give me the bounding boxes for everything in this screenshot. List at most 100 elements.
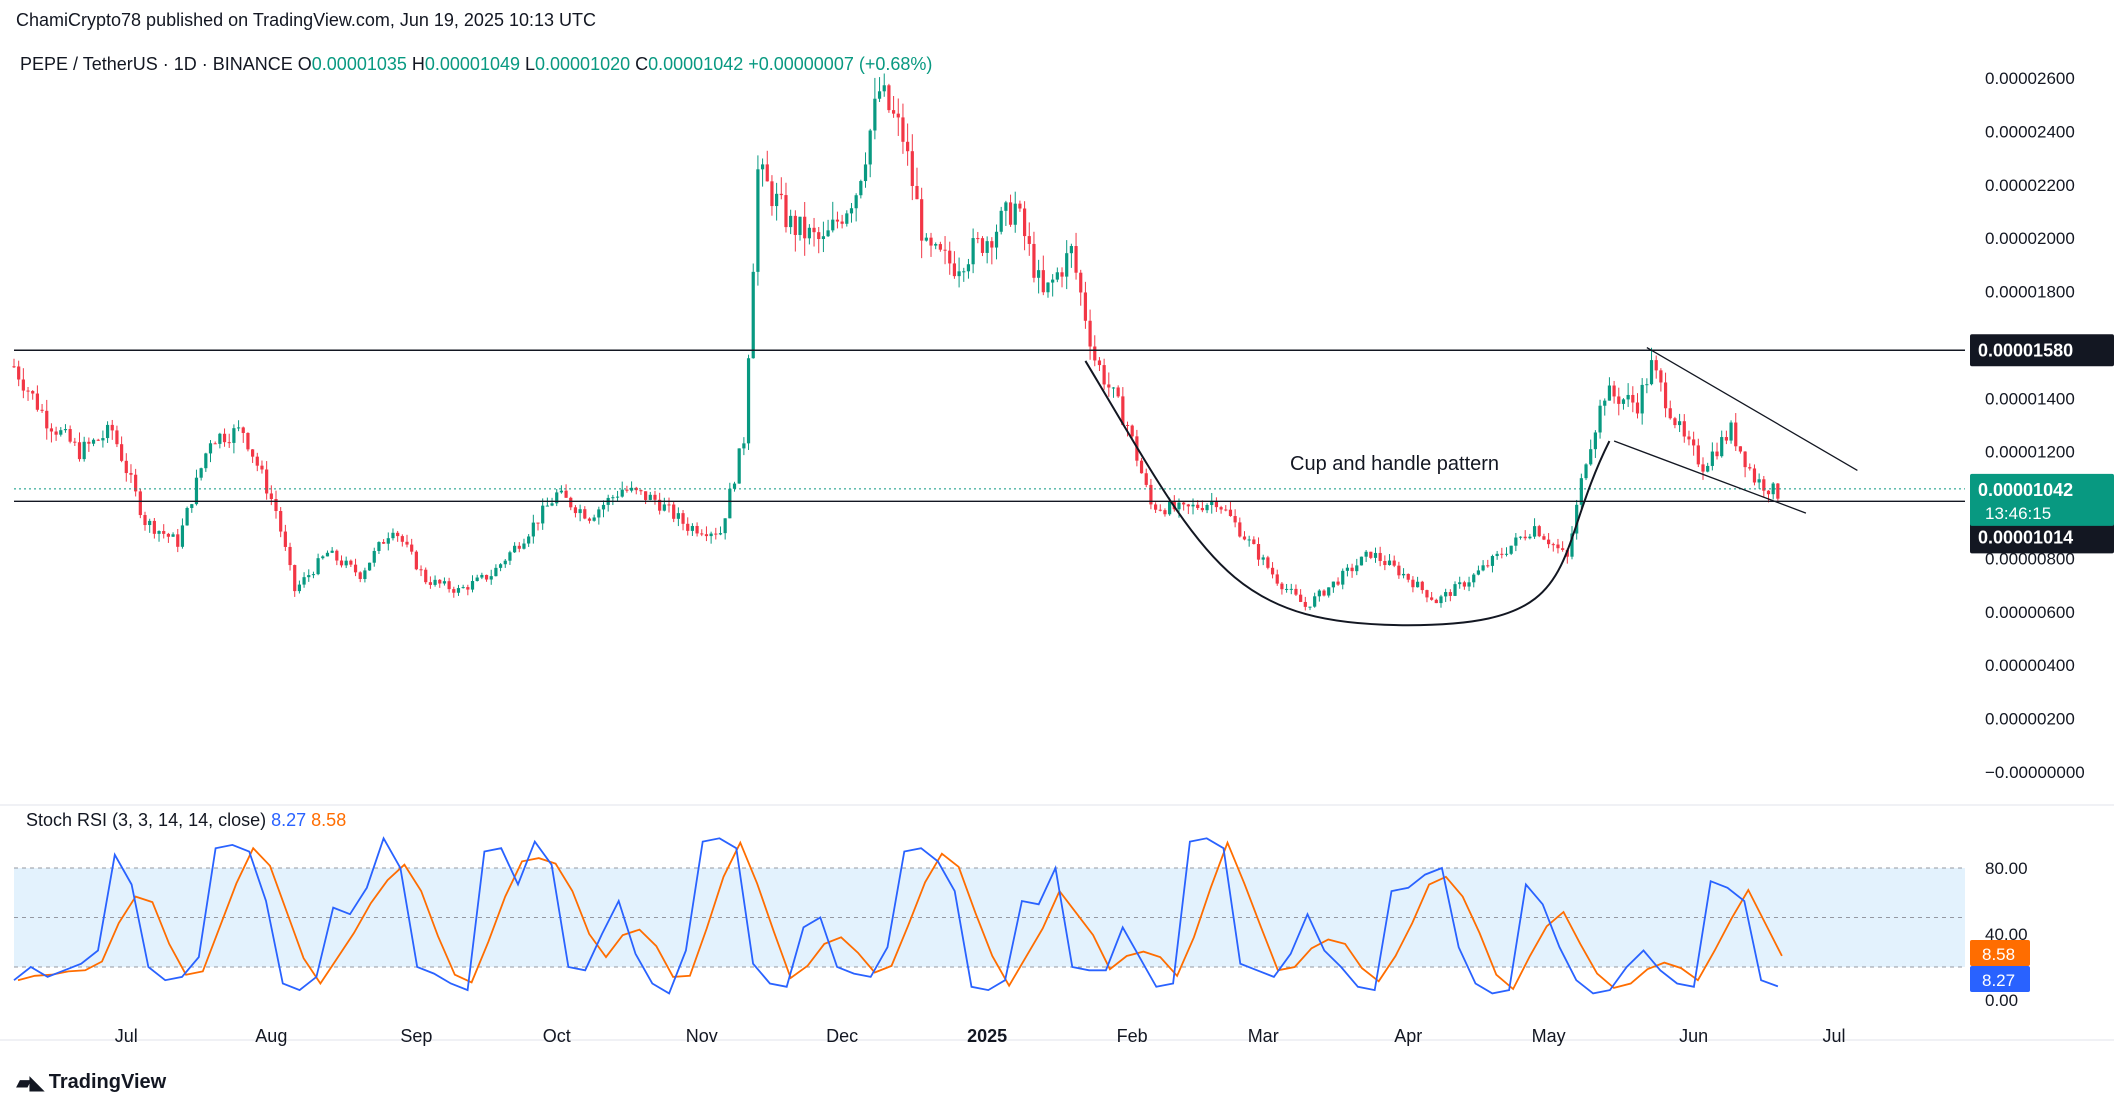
candle-up — [1626, 394, 1630, 400]
candle-down — [1701, 464, 1705, 472]
candle-up — [1177, 502, 1181, 510]
candle-down — [695, 525, 699, 534]
handle-upper-trendline — [1646, 347, 1858, 471]
candle-down — [1430, 597, 1434, 600]
candle-up — [498, 564, 503, 568]
candle-down — [68, 429, 72, 442]
candle-up — [297, 584, 301, 592]
candle-up — [1313, 596, 1317, 607]
candle-up — [611, 497, 615, 499]
candle-down — [1383, 560, 1387, 566]
candle-up — [330, 550, 334, 553]
candle-down — [31, 391, 35, 394]
candle-down — [40, 409, 44, 411]
candle-up — [1490, 556, 1495, 566]
countdown-tag: 13:46:15 — [1985, 504, 2051, 523]
candle-down — [12, 366, 16, 368]
time-tick-label: May — [1532, 1026, 1566, 1046]
candle-up — [208, 443, 213, 454]
candle-down — [1219, 507, 1223, 510]
candle-down — [1411, 579, 1415, 588]
candle-up — [105, 424, 110, 439]
candle-up — [157, 531, 161, 534]
candle-down — [1083, 292, 1088, 321]
candle-down — [1022, 208, 1027, 237]
candlestick-series — [12, 73, 1780, 611]
candle-up — [728, 488, 732, 519]
c-label: C — [635, 54, 648, 74]
tradingview-logo[interactable]: ▰◣ TradingView — [16, 1070, 166, 1095]
candle-down — [1378, 552, 1382, 561]
candle-down — [938, 244, 942, 250]
candle-up — [1373, 552, 1378, 558]
candle-down — [1303, 601, 1307, 607]
candle-down — [358, 572, 362, 579]
candle-up — [1004, 202, 1008, 211]
candle-up — [1645, 384, 1649, 386]
candle-down — [644, 491, 648, 500]
candle-up — [1570, 533, 1574, 557]
candle-up — [709, 533, 713, 537]
candle-down — [653, 494, 657, 500]
candle-up — [831, 219, 835, 231]
candle-down — [1214, 501, 1219, 508]
rsi-d-tag: 8.58 — [1982, 945, 2015, 964]
candle-up — [737, 448, 741, 484]
candle-down — [1008, 202, 1013, 225]
candle-down — [1462, 582, 1466, 587]
candle-down — [1448, 592, 1452, 596]
candle-down — [835, 219, 840, 222]
candle-down — [1406, 573, 1410, 580]
candle-down — [564, 490, 568, 498]
candle-up — [456, 588, 461, 593]
candle-down — [1762, 479, 1766, 491]
candle-down — [1715, 451, 1719, 457]
candle-up — [367, 562, 372, 571]
candle-down — [1734, 422, 1738, 447]
candle-up — [480, 574, 484, 578]
candle-down — [915, 185, 919, 200]
candle-up — [1584, 464, 1588, 479]
candle-down — [765, 164, 769, 182]
candle-up — [966, 264, 971, 272]
candle-down — [1144, 473, 1148, 485]
rsi-k-line — [13, 836, 1779, 995]
candle-up — [101, 438, 105, 441]
candle-up — [597, 509, 601, 518]
candle-up — [180, 525, 185, 547]
candle-down — [1130, 425, 1134, 437]
candle-down — [1659, 370, 1663, 383]
candle-up — [1359, 556, 1364, 566]
candle-up — [190, 504, 194, 508]
candle-up — [232, 428, 236, 443]
candle-up — [1444, 592, 1448, 597]
candle-down — [714, 533, 718, 535]
candle-down — [396, 532, 400, 537]
candle-up — [541, 505, 545, 524]
candle-up — [578, 509, 582, 514]
candle-up — [386, 538, 390, 544]
candle-up — [877, 91, 882, 99]
rsi-title: Stoch RSI (3, 3, 14, 14, close) — [26, 810, 271, 830]
candle-up — [442, 581, 447, 584]
candle-down — [625, 489, 629, 491]
candle-down — [251, 449, 255, 457]
candle-down — [1280, 583, 1284, 590]
candle-up — [527, 536, 531, 544]
candle-down — [1102, 365, 1106, 385]
candle-down — [1392, 560, 1396, 566]
candle-down — [21, 379, 25, 391]
candle-down — [143, 515, 147, 526]
candle-up — [550, 503, 554, 506]
candle-down — [1116, 387, 1120, 397]
candle-up — [307, 575, 311, 578]
time-tick-label: Mar — [1248, 1026, 1279, 1046]
candle-down — [1486, 565, 1490, 567]
candle-up — [845, 213, 849, 224]
candle-down — [166, 533, 170, 537]
candle-down — [1696, 445, 1700, 465]
candle-up — [1729, 422, 1733, 441]
candle-down — [1270, 567, 1275, 575]
candle-up — [1261, 557, 1265, 560]
